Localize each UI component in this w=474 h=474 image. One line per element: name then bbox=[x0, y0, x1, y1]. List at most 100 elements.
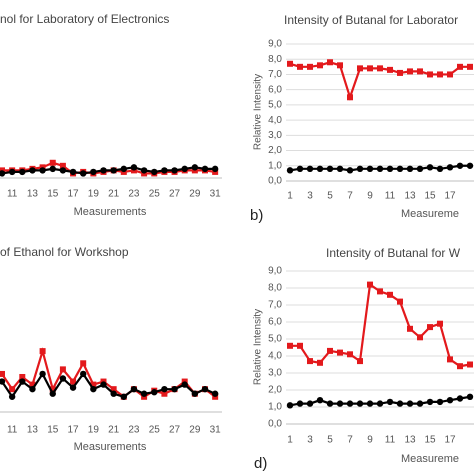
marker bbox=[80, 170, 87, 177]
marker bbox=[181, 165, 188, 173]
y-tick-label: 3,0 bbox=[268, 130, 282, 141]
marker bbox=[457, 363, 463, 370]
x-tick-label: 15 bbox=[424, 191, 436, 202]
x-tick-label: 11 bbox=[385, 435, 396, 446]
marker bbox=[286, 402, 294, 409]
marker bbox=[69, 168, 77, 176]
marker bbox=[337, 62, 343, 69]
marker bbox=[49, 165, 56, 173]
chart-title: of Ethanol for Workshop bbox=[0, 245, 129, 259]
marker bbox=[316, 397, 324, 404]
chart-title: nol for Laboratory of Electronics bbox=[0, 12, 169, 26]
y-tick-label: 7,0 bbox=[268, 300, 282, 311]
marker bbox=[181, 381, 188, 388]
x-tick-label: 27 bbox=[169, 189, 181, 200]
x-tick-label: 13 bbox=[27, 425, 39, 436]
x-axis-label: Measurements bbox=[74, 206, 147, 218]
marker bbox=[29, 385, 36, 393]
chart-title: Intensity of Butanal for W bbox=[326, 246, 461, 260]
marker bbox=[120, 393, 128, 400]
marker bbox=[29, 381, 36, 388]
marker bbox=[8, 393, 16, 400]
y-tick-label: 1,0 bbox=[268, 160, 282, 171]
marker bbox=[466, 393, 474, 400]
marker bbox=[39, 348, 46, 355]
marker bbox=[49, 390, 56, 397]
marker bbox=[317, 62, 323, 69]
marker bbox=[287, 342, 293, 349]
y-tick-label: 7,0 bbox=[268, 69, 282, 80]
marker bbox=[437, 71, 443, 78]
y-tick-label: 8,0 bbox=[268, 283, 282, 294]
marker bbox=[191, 390, 199, 397]
x-tick-label: 23 bbox=[128, 425, 140, 436]
y-tick-label: 6,0 bbox=[268, 84, 282, 95]
marker bbox=[59, 167, 67, 174]
y-tick-label: 0,0 bbox=[268, 176, 282, 187]
marker bbox=[8, 168, 16, 176]
marker bbox=[110, 390, 117, 397]
x-tick-label: 17 bbox=[67, 189, 79, 200]
marker bbox=[296, 165, 304, 173]
marker bbox=[201, 385, 209, 393]
marker bbox=[297, 63, 303, 70]
marker bbox=[456, 395, 464, 402]
series-line bbox=[1, 166, 216, 175]
marker bbox=[417, 68, 423, 75]
y-tick-label: 0,0 bbox=[268, 419, 282, 430]
marker bbox=[29, 167, 36, 174]
marker bbox=[347, 94, 353, 101]
marker bbox=[376, 165, 384, 173]
marker bbox=[396, 165, 404, 173]
marker bbox=[406, 400, 414, 407]
x-tick-label: 21 bbox=[108, 189, 120, 200]
marker bbox=[447, 356, 453, 363]
x-tick-label: 9 bbox=[367, 191, 373, 202]
x-tick-label: 3 bbox=[307, 435, 313, 446]
marker bbox=[436, 398, 444, 406]
marker bbox=[377, 288, 383, 295]
marker bbox=[110, 386, 117, 393]
marker bbox=[0, 378, 6, 385]
marker bbox=[171, 385, 178, 393]
marker bbox=[436, 165, 444, 173]
y-tick-label: 5,0 bbox=[268, 334, 282, 345]
y-axis-label: Relative Intensity bbox=[253, 74, 264, 150]
marker bbox=[357, 65, 363, 72]
marker bbox=[367, 65, 373, 72]
x-tick-label: 1 bbox=[287, 435, 293, 446]
marker bbox=[407, 325, 413, 332]
x-tick-label: 5 bbox=[327, 191, 333, 202]
marker bbox=[316, 165, 324, 173]
marker bbox=[447, 71, 453, 78]
marker bbox=[387, 66, 393, 73]
marker bbox=[347, 351, 353, 358]
marker bbox=[39, 167, 46, 174]
marker bbox=[326, 165, 334, 173]
marker bbox=[336, 165, 344, 173]
marker bbox=[130, 164, 138, 171]
marker bbox=[427, 71, 433, 78]
marker bbox=[69, 384, 77, 391]
marker bbox=[397, 69, 403, 76]
marker bbox=[140, 390, 148, 397]
marker bbox=[19, 378, 26, 385]
marker bbox=[0, 370, 5, 377]
y-tick-label: 5,0 bbox=[268, 100, 282, 111]
marker bbox=[191, 164, 199, 171]
x-tick-label: 15 bbox=[47, 189, 59, 200]
marker bbox=[0, 170, 6, 177]
marker bbox=[407, 68, 413, 75]
panel-label: b) bbox=[250, 207, 263, 224]
x-tick-label: 13 bbox=[404, 435, 416, 446]
x-tick-label: 25 bbox=[149, 189, 161, 200]
marker bbox=[161, 167, 168, 174]
marker bbox=[287, 60, 293, 67]
marker bbox=[426, 398, 434, 406]
y-tick-label: 1,0 bbox=[268, 402, 282, 413]
x-tick-label: 31 bbox=[210, 189, 222, 200]
marker bbox=[317, 359, 323, 366]
marker bbox=[326, 400, 334, 407]
marker bbox=[386, 398, 394, 406]
marker bbox=[437, 320, 443, 327]
